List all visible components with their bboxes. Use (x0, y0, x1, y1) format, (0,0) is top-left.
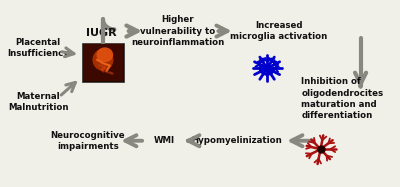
Circle shape (97, 48, 112, 62)
Text: Inhibition of
oligodendrocites
maturation and
differentiation: Inhibition of oligodendrocites maturatio… (302, 77, 384, 120)
Text: Hypomyelinization: Hypomyelinization (191, 136, 282, 145)
Text: Higher
vulnerability to
neuroinflammation: Higher vulnerability to neuroinflammatio… (131, 16, 224, 47)
Text: IUGR: IUGR (86, 28, 116, 38)
Bar (82, 43, 124, 82)
Text: Neurocognitive
impairments: Neurocognitive impairments (50, 131, 125, 151)
Text: Increased
microglia activation: Increased microglia activation (230, 21, 327, 41)
Text: Maternal
Malnutrition: Maternal Malnutrition (8, 92, 68, 112)
Text: WMI: WMI (154, 136, 174, 145)
Bar (83, 44, 123, 81)
Text: Placental
Insufficiency: Placental Insufficiency (7, 38, 69, 58)
Ellipse shape (92, 49, 114, 71)
